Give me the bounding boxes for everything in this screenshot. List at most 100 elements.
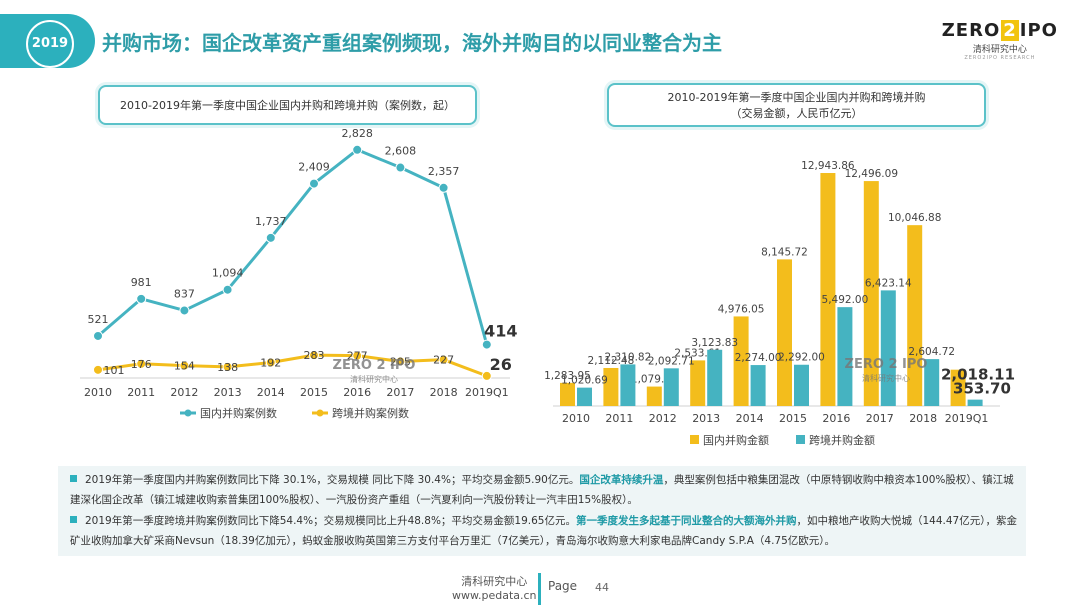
bar-chart-x-tick: 2018 [909,412,937,425]
line-chart-watermark-sub: 清科研究中心 [350,374,398,384]
bar-chart-x-tick: 2015 [779,412,807,425]
bar-chart-data-label: 2,292.00 [778,352,825,364]
line-chart-data-label: 2,409 [298,161,330,174]
bar-chart-bar [690,360,706,406]
logo-tagline: ZERO2IPO RESEARCH [964,55,1036,61]
bar-chart-bar [663,368,679,406]
bar-chart-x-tick: 2012 [649,412,677,425]
line-chart-x-tick: 2012 [170,386,198,399]
bar-chart-x-tick: 2016 [822,412,850,425]
bar-chart-data-label: 12,943.86 [801,160,855,172]
logo-brand-mid: 2 [1001,20,1019,41]
bar-chart-watermark: ZERO 2 IPO [845,357,928,372]
line-chart-point [352,350,363,361]
bar-chart-data-label: 4,976.05 [718,303,765,315]
line-chart-point [309,178,319,189]
bar-chart-x-tick: 2013 [692,412,720,425]
bar-chart-data-label: 6,423.14 [865,277,912,289]
bar-chart-data-label: 3,123.83 [691,337,738,349]
bar-chart-x-tick: 2019Q1 [945,412,989,425]
line-chart-data-label: 176 [131,358,152,371]
bar-chart-bar [837,307,853,406]
line-chart-legend-marker [184,409,192,417]
line-chart-legend-marker [316,409,324,417]
bar-chart-data-label: 10,046.88 [888,212,941,224]
footer-page-number: 44 [595,581,609,594]
right-chart-title-line1: 2010-2019年第一季度中国企业国内并购和跨境并购 [667,91,926,104]
footer-org-name: 清科研究中心 [461,575,528,588]
bar-chart-bar [733,316,749,406]
line-chart-point [265,357,276,368]
bar-chart-data-label: 5,492.00 [822,294,869,306]
line-chart-data-label: 283 [304,349,325,362]
page-title: 并购市场：国企改革资产重组案例频现，海外并购目的以同业整合为主 [102,31,722,55]
bar-chart-data-label: 12,496.09 [845,168,898,180]
line-chart-point [222,284,233,295]
note-crossborder-highlight: 第一季度发生多起基于同业整合的大额海外并购 [576,515,797,527]
footer: 清科研究中心 www.pedata.cn Page 44 [0,565,1080,607]
line-chart-point [438,182,449,193]
year-badge: 2019 [26,20,74,68]
bar-chart-data-label: 2,274.00 [735,352,782,364]
bar-chart-legend-swatch [796,435,805,444]
line-chart-point [309,350,319,361]
bar-chart-data-label: 2,604.72 [908,346,955,358]
logo-brand-left: ZERO [941,20,1001,41]
bar-chart-watermark-sub: 清科研究中心 [862,373,910,383]
note-domestic-pre: 2019年第一季度国内并购案例数同比下降 30.1%，交易规模 同比下降 30.… [85,474,580,486]
line-chart-data-label: 837 [174,287,195,300]
line-chart-point [265,232,276,243]
bar-chart-legend-label: 跨境并购金额 [809,433,875,447]
bar-chart-legend-swatch [690,435,699,444]
note-domestic-highlight: 国企改革持续升温 [579,474,664,486]
line-chart-data-label: 2,828 [341,127,373,140]
bar-chart-bar [707,349,723,406]
bar-chart-bar [777,259,792,406]
bar-chart-bar [907,225,923,406]
line-chart-point [352,144,363,155]
right-chart-title-line2: （交易金额，人民币亿元） [730,107,863,120]
bar-chart-bar [794,364,809,406]
line-chart-point [136,293,147,304]
bar-chart-data-label: 2,092.71 [648,355,695,367]
line-chart-data-label: 2,608 [385,145,417,158]
logo-brand: ZERO 2 IPO [942,20,1058,41]
line-chart-point [222,361,233,372]
line-chart-data-label: 227 [433,354,454,367]
bar-chart-bar [967,399,983,406]
line-chart-x-tick: 2018 [430,386,458,399]
bar-chart-x-tick: 2010 [562,412,590,425]
line-chart-data-label: 192 [260,357,281,370]
line-chart-point [93,330,103,341]
bar-chart-data-label: 8,145.72 [761,246,808,258]
note-crossborder: 2019年第一季度跨境并购案例数同比下降54.4%；交易规模同比上升48.8%；… [70,511,1020,551]
bar-chart-bar [820,173,836,406]
left-chart-title: 2010-2019年第一季度中国企业国内并购和跨境并购（案例数，起） [98,85,477,125]
bullet-icon [70,475,77,482]
bar-chart-data-label: 2,112.48 [588,355,635,367]
line-chart-data-label: 1,094 [212,267,244,280]
bar-chart-bar [880,290,896,406]
line-chart-data-label: 521 [88,313,109,326]
footer-url[interactable]: www.pedata.cn [452,589,537,602]
logo-brand-right: IPO [1019,20,1058,41]
left-chart-title-text: 2010-2019年第一季度中国企业国内并购和跨境并购（案例数，起） [120,99,455,112]
line-chart-data-label: 205 [390,355,411,368]
line-chart-x-tick: 2019Q1 [465,386,509,399]
line-chart-x-tick: 2014 [257,386,285,399]
line-chart-data-label: 981 [131,276,152,289]
footer-divider [538,573,541,605]
bullet-icon [70,516,77,523]
line-chart-point [395,356,406,367]
line-chart-point [438,354,449,365]
bar-chart-data-label: 353.70 [953,380,1011,398]
line-chart-x-tick: 2010 [84,386,112,399]
line-chart-x-tick: 2011 [127,386,155,399]
line-chart-point [136,358,147,369]
note-crossborder-pre: 2019年第一季度跨境并购案例数同比下降54.4%；交易规模同比上升48.8%；… [85,515,576,527]
line-chart-point [395,162,406,173]
bar-chart-bar [577,387,592,406]
line-chart-point [93,364,103,375]
bar-chart-bar [560,382,575,406]
